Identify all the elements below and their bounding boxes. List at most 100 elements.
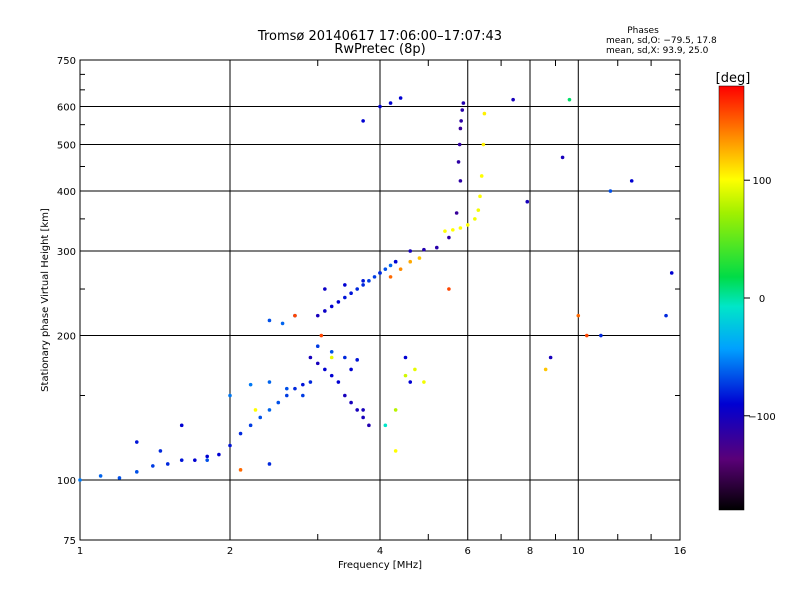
plot-grid bbox=[80, 60, 680, 540]
colorbar-tick-label: −100 bbox=[748, 412, 775, 423]
data-point bbox=[422, 380, 426, 384]
y-tick-label: 200 bbox=[57, 332, 76, 343]
data-point bbox=[567, 97, 572, 102]
data-point bbox=[343, 283, 347, 287]
data-point bbox=[134, 470, 139, 474]
data-point bbox=[408, 259, 413, 264]
data-point bbox=[179, 458, 184, 462]
data-point bbox=[451, 228, 455, 232]
data-point bbox=[393, 408, 398, 412]
data-point bbox=[98, 474, 103, 478]
data-point bbox=[476, 208, 481, 212]
data-point bbox=[361, 119, 365, 123]
data-point bbox=[319, 333, 324, 338]
data-point bbox=[465, 223, 470, 227]
data-point bbox=[398, 267, 403, 271]
data-point bbox=[525, 199, 530, 204]
data-point bbox=[165, 462, 170, 466]
colorbar-tick-label: 0 bbox=[759, 294, 765, 305]
data-point bbox=[511, 97, 515, 102]
legend-heading: Phases bbox=[627, 26, 659, 36]
y-tick-labels: 75 100 200 300 400 500 600 750 bbox=[57, 56, 76, 547]
data-point bbox=[301, 382, 305, 387]
data-point bbox=[403, 355, 408, 360]
data-point bbox=[388, 275, 393, 279]
data-point bbox=[458, 226, 463, 230]
data-point bbox=[408, 380, 413, 384]
data-point bbox=[258, 415, 263, 420]
data-point bbox=[117, 476, 122, 480]
data-point bbox=[329, 373, 334, 378]
data-point bbox=[422, 247, 426, 252]
x-tick-labels: 1 2 4 6 8 10 16 bbox=[77, 546, 687, 557]
data-point bbox=[284, 386, 289, 391]
data-point bbox=[343, 393, 347, 398]
x-tick-label: 4 bbox=[377, 546, 383, 557]
data-point bbox=[276, 400, 281, 405]
x-tick-label: 2 bbox=[227, 546, 233, 557]
data-point bbox=[629, 179, 634, 183]
data-point bbox=[383, 267, 388, 271]
data-point bbox=[349, 400, 353, 405]
data-point bbox=[293, 313, 297, 318]
data-point bbox=[443, 229, 447, 233]
data-point bbox=[329, 304, 334, 309]
data-point bbox=[447, 235, 451, 240]
data-point bbox=[479, 174, 484, 178]
data-point bbox=[315, 313, 320, 318]
data-point bbox=[158, 449, 163, 453]
data-point bbox=[301, 393, 305, 398]
data-point bbox=[403, 373, 408, 378]
data-point bbox=[459, 119, 463, 123]
chart-subtitle: RwPretec (8p) bbox=[334, 42, 425, 57]
data-point bbox=[367, 423, 371, 428]
data-point bbox=[349, 367, 353, 372]
data-point bbox=[284, 393, 289, 398]
data-point bbox=[323, 287, 327, 291]
data-points bbox=[78, 96, 674, 482]
plot-frame bbox=[79, 59, 681, 541]
data-point bbox=[361, 279, 365, 283]
data-point bbox=[458, 126, 463, 131]
data-point bbox=[388, 101, 393, 105]
data-point bbox=[584, 333, 589, 338]
data-point bbox=[205, 454, 209, 459]
y-tick-label: 750 bbox=[57, 56, 76, 67]
data-point bbox=[361, 283, 365, 287]
x-tick-label: 10 bbox=[572, 546, 585, 557]
data-point bbox=[669, 271, 674, 275]
legend-line-o: mean, sd,O: −79.5, 17.8 bbox=[606, 36, 717, 46]
data-point bbox=[267, 462, 272, 466]
colorbar bbox=[718, 85, 745, 511]
data-point bbox=[398, 96, 403, 100]
x-tick-label: 16 bbox=[674, 546, 687, 557]
data-point bbox=[413, 367, 417, 372]
data-point bbox=[361, 415, 365, 420]
data-point bbox=[481, 142, 486, 147]
data-point bbox=[238, 431, 243, 436]
data-point bbox=[134, 440, 139, 444]
data-point bbox=[238, 468, 243, 472]
data-point bbox=[361, 408, 365, 412]
colorbar-label: [deg] bbox=[716, 71, 751, 86]
data-point bbox=[367, 279, 371, 283]
data-point bbox=[308, 380, 313, 384]
data-point bbox=[343, 295, 347, 300]
data-point bbox=[336, 300, 341, 304]
data-point bbox=[482, 111, 487, 116]
data-point bbox=[349, 291, 353, 296]
data-point bbox=[458, 179, 463, 183]
data-point bbox=[378, 104, 382, 109]
data-point bbox=[355, 287, 359, 291]
data-point bbox=[478, 194, 482, 199]
data-point bbox=[408, 249, 413, 253]
data-point bbox=[461, 101, 466, 105]
y-tick-label: 600 bbox=[57, 103, 76, 114]
x-tick-label: 1 bbox=[77, 546, 83, 557]
data-point bbox=[434, 245, 439, 250]
data-point bbox=[193, 458, 197, 462]
data-point bbox=[543, 367, 548, 372]
data-point bbox=[355, 358, 359, 362]
colorbar-ticks: 100 0 −100 bbox=[744, 176, 776, 423]
